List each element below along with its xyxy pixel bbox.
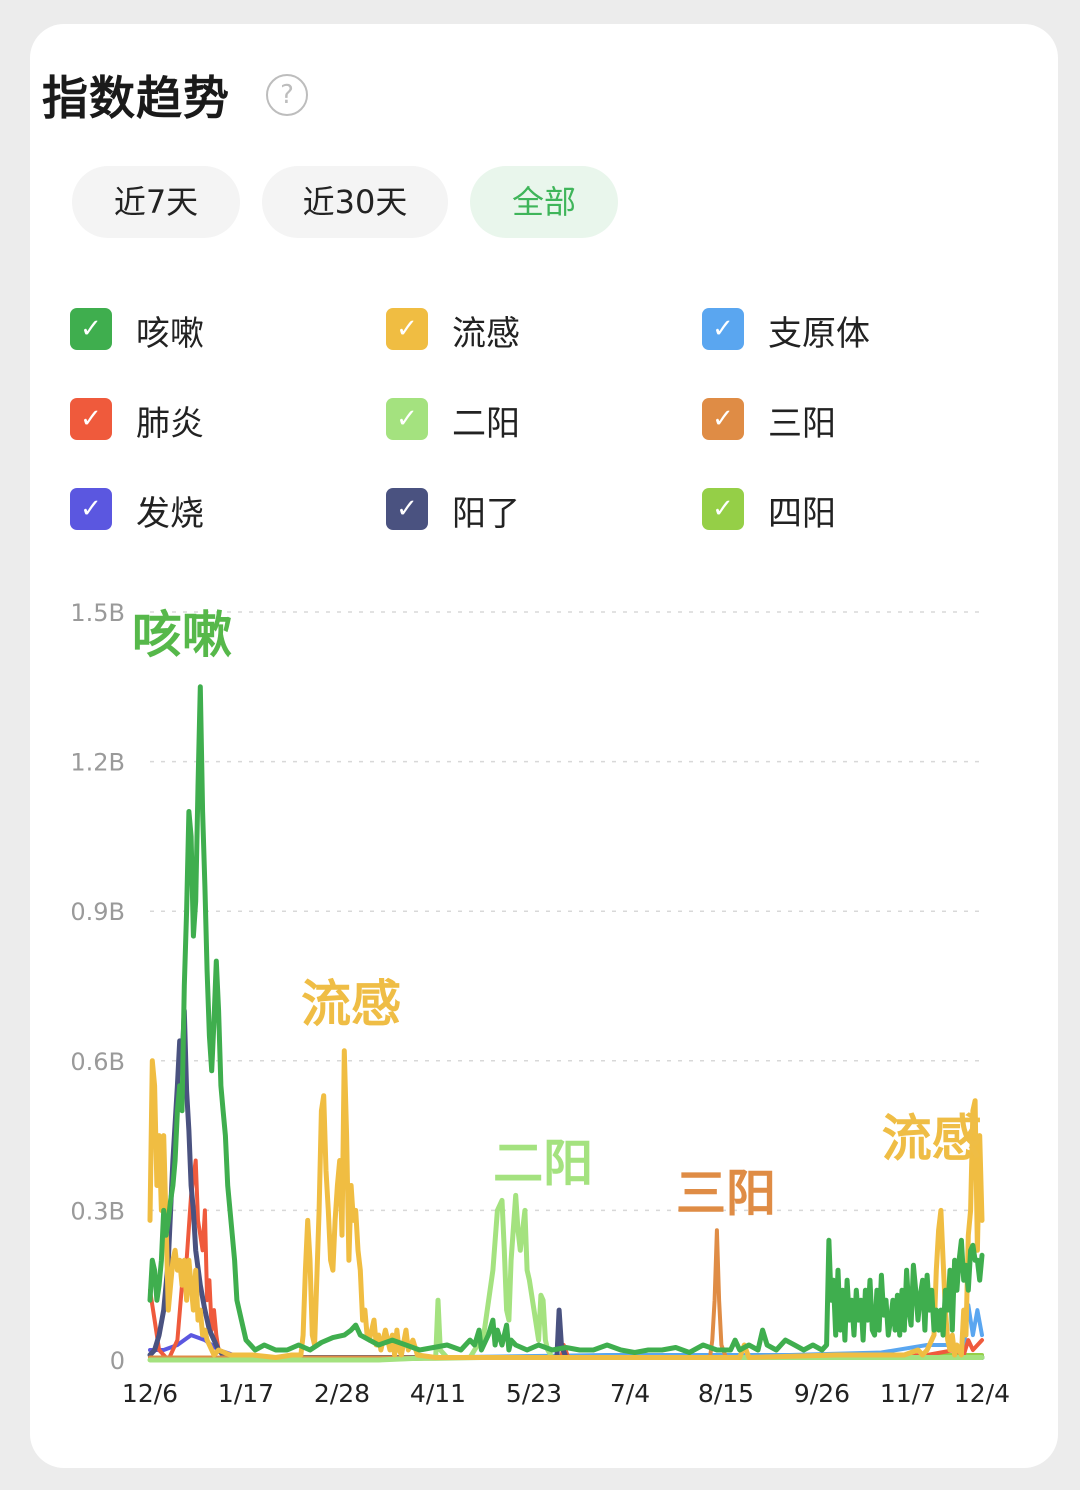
tab-all[interactable]: 全部	[470, 166, 618, 238]
legend-item[interactable]: ✓ 肺炎	[70, 398, 300, 444]
chart-annotation: 三阳	[676, 1164, 776, 1222]
checkbox-check-icon[interactable]: ✓	[386, 488, 428, 530]
legend-item[interactable]: ✓ 二阳	[386, 398, 616, 444]
x-tick-label: 5/23	[506, 1379, 562, 1408]
series-line	[147, 1048, 985, 1360]
x-tick-label: 4/11	[410, 1379, 466, 1408]
x-tick-label: 9/26	[794, 1379, 850, 1408]
chart-annotation: 二阳	[493, 1134, 593, 1192]
legend-label: 肺炎	[136, 404, 204, 444]
y-tick-label: 1.2B	[70, 749, 125, 777]
y-tick-label: 0.3B	[70, 1197, 125, 1225]
y-tick-label: 0	[110, 1347, 125, 1375]
legend-item[interactable]: ✓ 咳嗽	[70, 308, 300, 354]
checkbox-check-icon[interactable]: ✓	[702, 308, 744, 350]
y-tick-label: 0.9B	[70, 898, 125, 926]
legend-item[interactable]: ✓ 阳了	[386, 488, 616, 534]
checkbox-check-icon[interactable]: ✓	[702, 398, 744, 440]
x-tick-label: 12/4	[954, 1379, 1010, 1408]
series-line	[147, 684, 985, 1355]
legend-label: 二阳	[452, 404, 520, 444]
question-circle-icon[interactable]: ?	[266, 74, 308, 116]
legend-label: 发烧	[136, 494, 204, 534]
legend-item[interactable]: ✓ 支原体	[702, 308, 932, 354]
y-tick-label: 0.6B	[70, 1048, 125, 1076]
legend-item[interactable]: ✓ 三阳	[702, 398, 932, 444]
page-title: 指数趋势	[42, 71, 230, 125]
legend-label: 咳嗽	[136, 314, 204, 354]
checkbox-check-icon[interactable]: ✓	[386, 308, 428, 350]
checkbox-check-icon[interactable]: ✓	[70, 398, 112, 440]
legend-label: 四阳	[768, 494, 836, 534]
checkbox-check-icon[interactable]: ✓	[702, 488, 744, 530]
legend-item[interactable]: ✓ 流感	[386, 308, 616, 354]
chart-annotation: 流感	[882, 1110, 982, 1168]
x-tick-label: 12/6	[122, 1379, 178, 1408]
x-tick-label: 11/7	[880, 1379, 936, 1408]
y-tick-label: 1.5B	[70, 599, 125, 627]
checkbox-check-icon[interactable]: ✓	[70, 488, 112, 530]
chart-annotation: 咳嗽	[132, 606, 232, 664]
tab-30-days[interactable]: 近30天	[262, 166, 448, 238]
checkbox-check-icon[interactable]: ✓	[70, 308, 112, 350]
series-line	[147, 1192, 985, 1363]
x-tick-label: 8/15	[698, 1379, 754, 1408]
x-tick-label: 1/17	[218, 1379, 274, 1408]
x-tick-label: 7/4	[610, 1379, 650, 1408]
legend-item[interactable]: ✓ 发烧	[70, 488, 300, 534]
checkbox-check-icon[interactable]: ✓	[386, 398, 428, 440]
legend-label: 流感	[452, 314, 520, 354]
x-tick-label: 2/28	[314, 1379, 370, 1408]
legend-item[interactable]: ✓ 四阳	[702, 488, 932, 534]
tab-7-days[interactable]: 近7天	[72, 166, 240, 238]
legend-label: 支原体	[768, 314, 870, 354]
legend-label: 三阳	[768, 404, 836, 444]
legend-label: 阳了	[452, 494, 520, 534]
chart-annotation: 流感	[301, 975, 401, 1033]
